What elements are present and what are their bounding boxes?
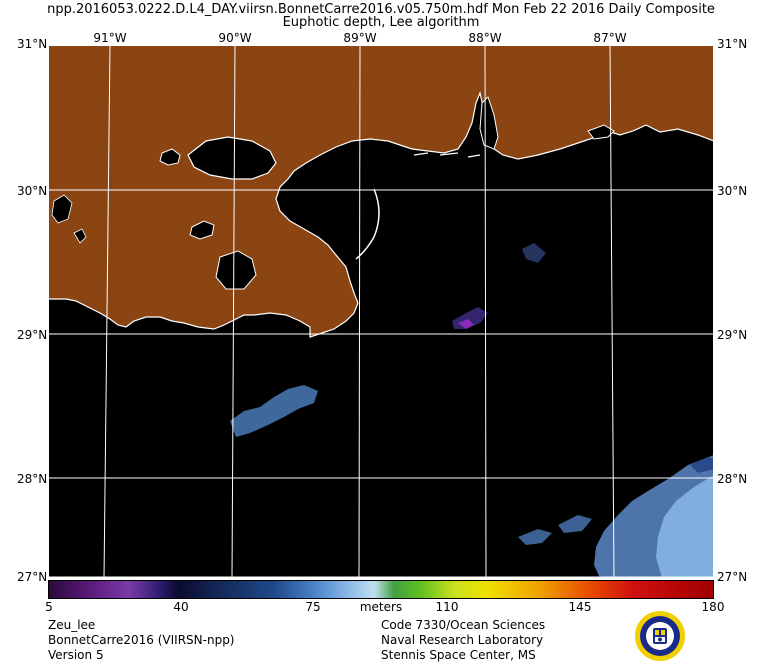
org-code: Code 7330/Ocean Sciences: [381, 618, 546, 632]
lat-label-29n-left: 29°N: [17, 328, 48, 342]
lat-label-28n-right: 28°N: [717, 472, 748, 486]
map-title: npp.2016053.0222.D.L4_DAY.viirsn.BonnetC…: [47, 2, 715, 17]
map-subtitle: Euphotic depth, Lee algorithm: [282, 15, 480, 30]
dataset-name: BonnetCarre2016 (VIIRSN-npp): [48, 633, 235, 647]
lat-label-31n-right: 31°N: [717, 37, 748, 51]
mobile-bay: [479, 96, 499, 150]
version-label: Version 5: [48, 648, 104, 662]
map-border: [48, 45, 714, 578]
euphotic-depth-map: [48, 45, 714, 578]
lat-label-30n-right: 30°N: [717, 184, 748, 198]
lon-label-91w: 91°W: [93, 31, 127, 45]
nrl-seal-icon: [635, 611, 685, 661]
lake-maurepas: [159, 148, 181, 166]
graticule: [48, 45, 714, 578]
lat-label-30n-left: 30°N: [17, 184, 48, 198]
depth-patches: [230, 243, 714, 578]
org-name: Naval Research Laboratory: [381, 633, 544, 647]
ms-barrier-islands: [413, 152, 481, 158]
lon-label-89w: 89°W: [343, 31, 377, 45]
lon-label-88w: 88°W: [468, 31, 502, 45]
lat-label-27n-right: 27°N: [717, 570, 748, 584]
lake-pontchartrain: [187, 136, 277, 180]
lon-label-90w: 90°W: [218, 31, 252, 45]
colorbar-tick-40: 40: [173, 600, 189, 614]
marsh-pond: [73, 228, 87, 244]
colorbar-tick-110: 110: [435, 600, 459, 614]
colorbar-tick-5: 5: [45, 600, 53, 614]
product-name: Zeu_lee: [48, 618, 96, 632]
barataria-bay: [215, 250, 257, 290]
lat-label-31n-left: 31°N: [17, 37, 48, 51]
colorbar-units: meters: [359, 600, 403, 614]
vermilion-bay: [51, 194, 73, 224]
chandeleur-islands: [355, 188, 380, 260]
colorbar-tick-75: 75: [305, 600, 321, 614]
lake-salvador: [189, 220, 215, 240]
lon-label-87w: 87°W: [593, 31, 627, 45]
org-location: Stennis Space Center, MS: [381, 648, 536, 662]
colorbar-tick-180: 180: [701, 600, 725, 614]
land-mass: [48, 45, 714, 338]
colorbar-tick-145: 145: [568, 600, 592, 614]
lat-label-29n-right: 29°N: [717, 328, 748, 342]
colorbar: [48, 580, 714, 599]
lat-label-27n-left: 27°N: [17, 570, 48, 584]
lat-label-28n-left: 28°N: [17, 472, 48, 486]
